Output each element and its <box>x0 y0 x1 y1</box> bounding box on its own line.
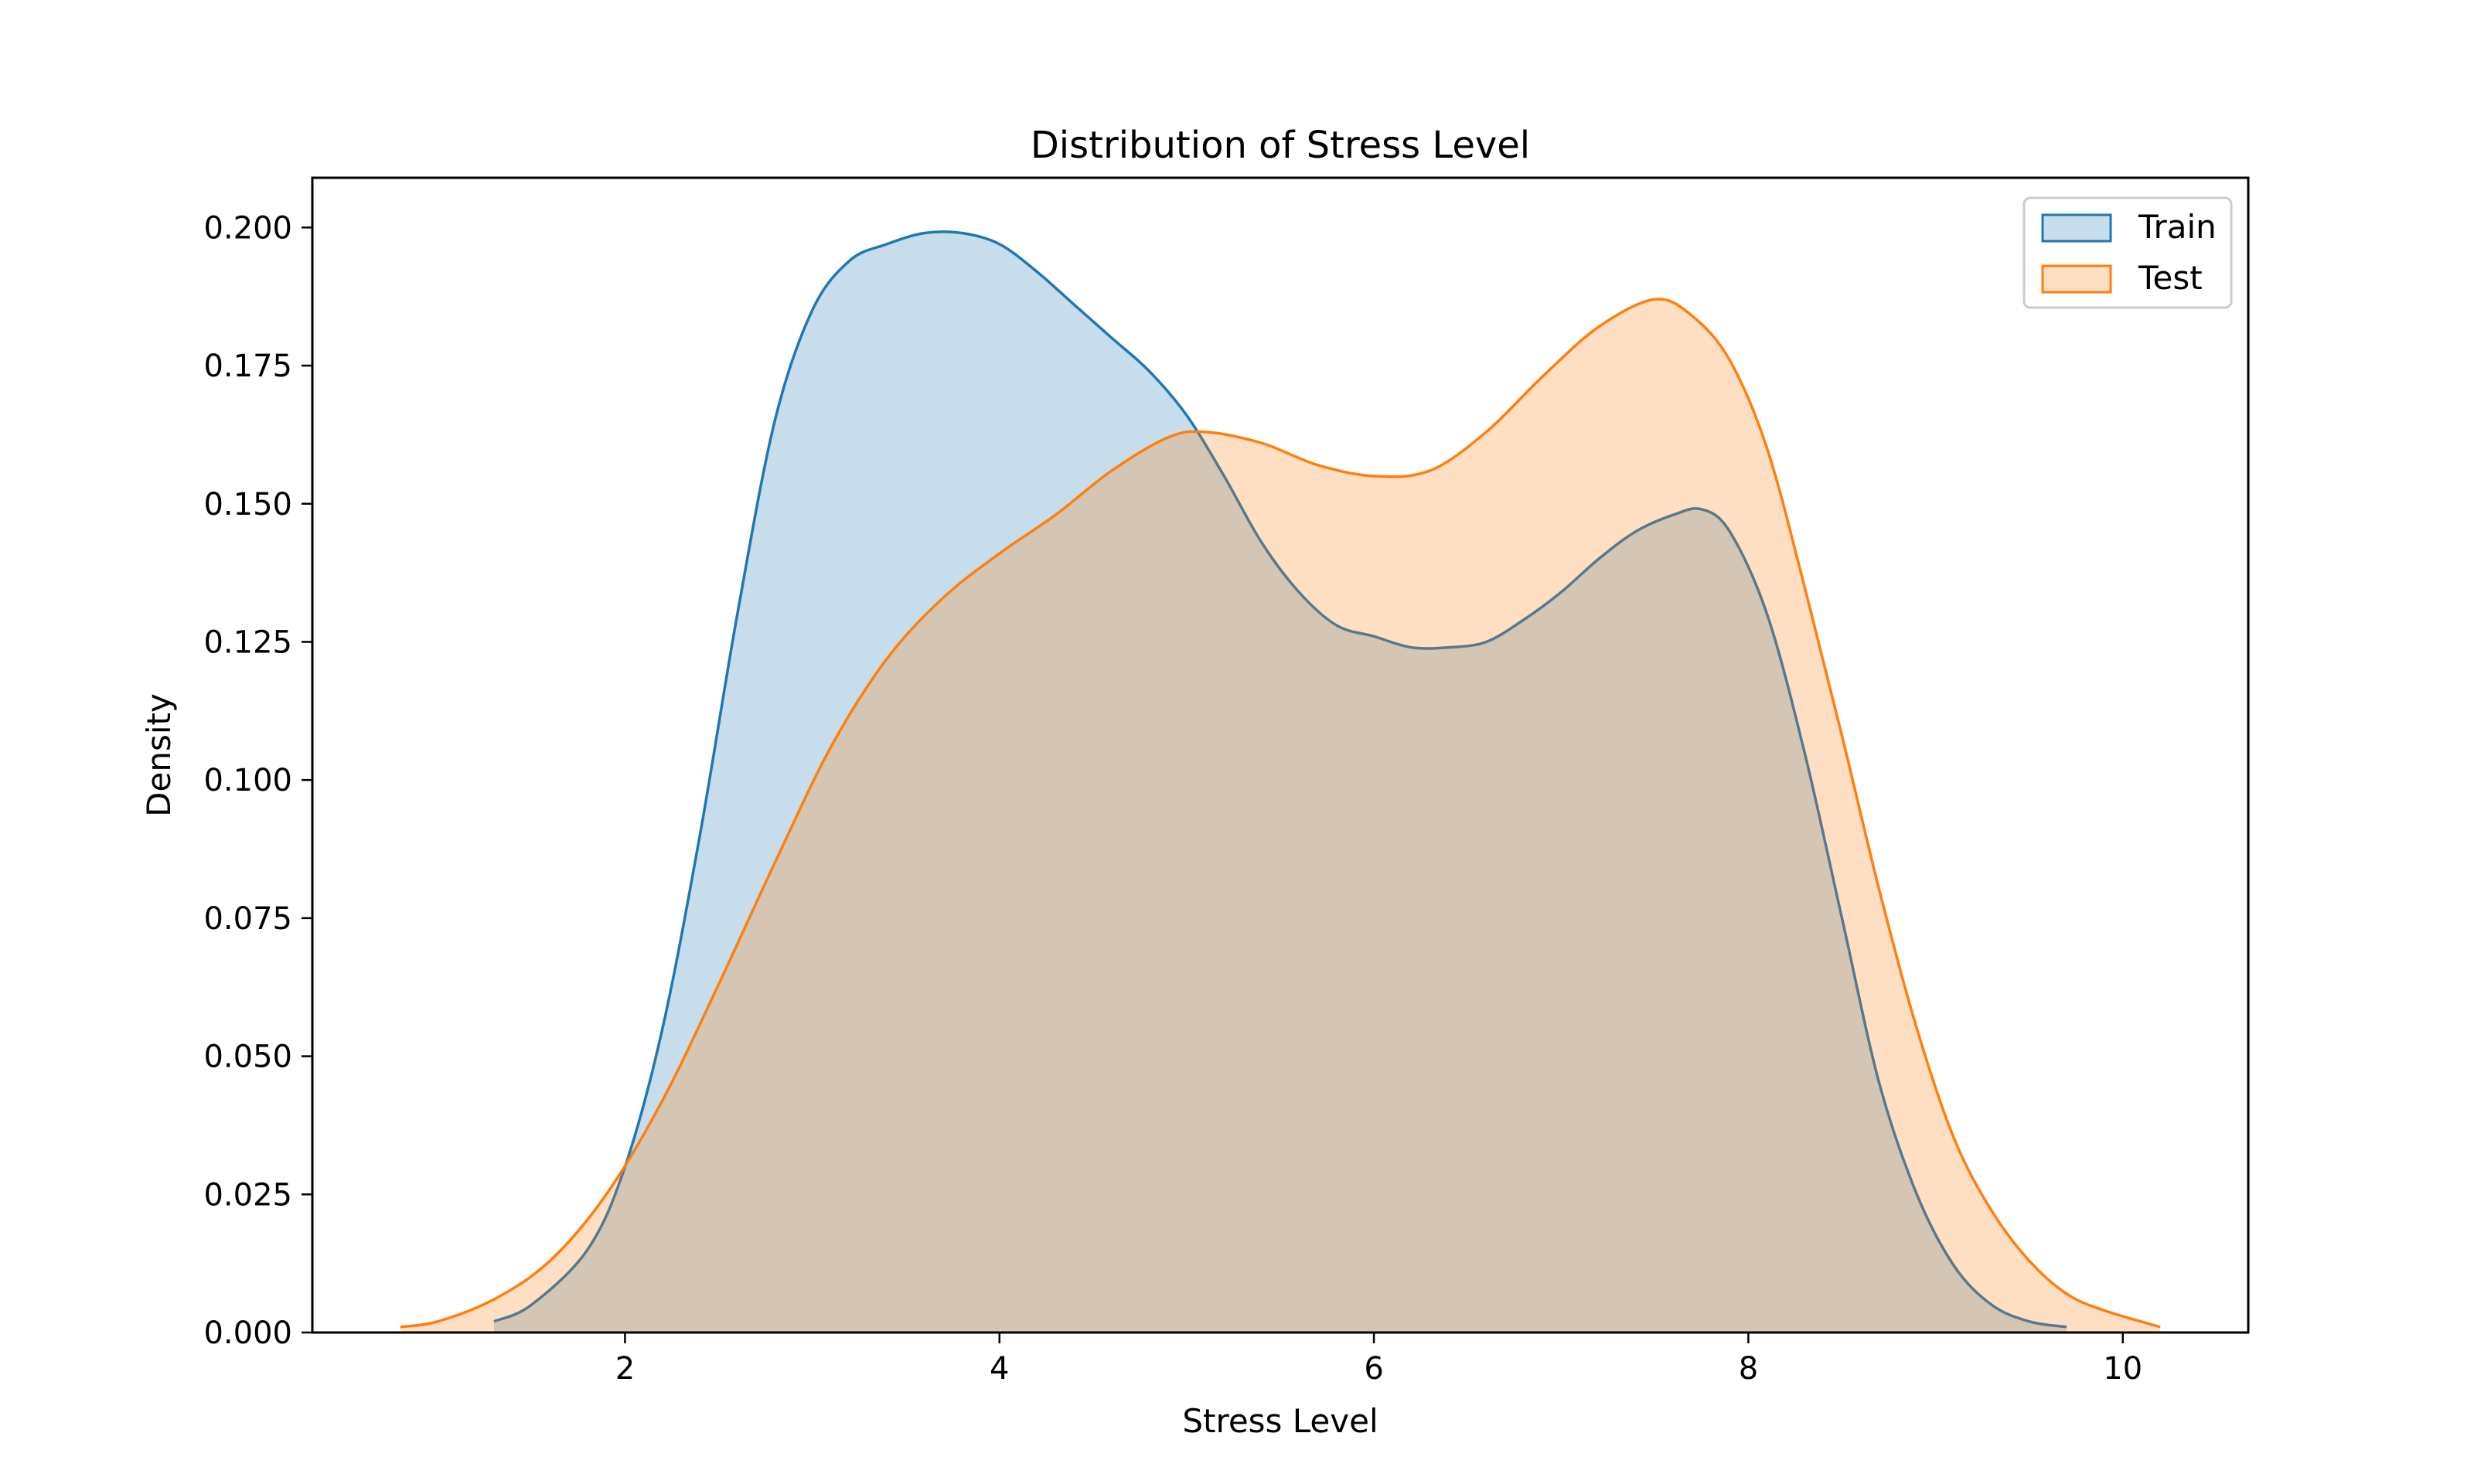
y-tick-label: 0.025 <box>203 1177 292 1213</box>
y-tick-label: 0.075 <box>203 901 292 937</box>
series-train-area <box>493 231 2067 1333</box>
series-train-line <box>493 230 2067 1329</box>
x-tick-label: 8 <box>1739 1351 1758 1387</box>
legend-box <box>2022 196 2233 309</box>
y-tick-label: 0.100 <box>203 763 292 798</box>
y-tick-label: 0.050 <box>203 1040 292 1075</box>
x-tick-label: 4 <box>990 1351 1009 1387</box>
series-test-area <box>400 298 2161 1333</box>
legend-label-test: Test <box>2138 259 2203 297</box>
legend-swatch-test <box>2041 264 2112 294</box>
y-axis-label: Density <box>140 693 178 817</box>
series-test-line <box>400 298 2161 1329</box>
x-tick-label: 6 <box>1364 1351 1383 1387</box>
series-layer <box>400 230 2161 1333</box>
y-tick-label: 0.175 <box>203 349 292 384</box>
legend: Train Test <box>2022 196 2233 309</box>
legend-items: Train Test <box>2041 208 2217 297</box>
legend-label-train: Train <box>2138 208 2217 246</box>
x-tick-label: 2 <box>615 1351 635 1387</box>
legend-swatch-train <box>2041 213 2112 243</box>
y-axis: 0.000 0.025 0.050 0.075 0.100 0.125 0.150 0.175… <box>203 210 312 1351</box>
x-axis-label: Stress Level <box>1182 1402 1378 1440</box>
y-tick-label: 0.000 <box>203 1316 292 1351</box>
plot-frame <box>311 176 2250 1334</box>
y-tick-label: 0.150 <box>203 487 292 522</box>
chart-title: Distribution of Stress Level <box>1031 124 1530 167</box>
x-axis: 2 4 6 8 10 <box>615 1333 2142 1387</box>
y-tick-label: 0.125 <box>203 625 292 660</box>
x-tick-label: 10 <box>2103 1351 2142 1387</box>
y-tick-label: 0.200 <box>203 210 292 246</box>
